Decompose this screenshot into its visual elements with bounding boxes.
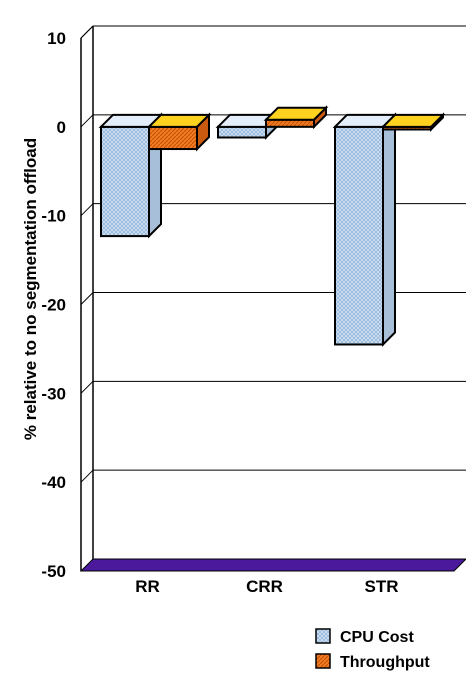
y-axis-label: % relative to no segmentation offload [21,138,40,440]
y-tick-label: 10 [47,29,66,48]
bar-throughput-front [265,118,315,128]
gridline-side [80,114,94,128]
bar-cpu-cost [332,112,398,347]
x-tick-label: CRR [246,577,283,596]
y-tick-label: -40 [41,473,66,492]
y-tick-label: -30 [41,384,66,403]
gridline-side [80,380,94,394]
bar-throughput-top [263,106,329,121]
bar-throughput-front [148,125,198,151]
x-tick-label: STR [365,577,399,596]
bar-throughput-top [146,113,212,128]
y-tick-label: -20 [41,296,66,315]
gridline-side [80,203,94,217]
floor [79,558,466,572]
legend-swatch-cpu [315,628,331,644]
bar-cpu-cost-front [100,125,150,238]
legend-label-cpu: CPU Cost [340,629,414,646]
bar-throughput [146,112,212,152]
bar-cpu-cost-front [217,125,267,139]
bar-cpu-cost-front [334,125,384,346]
bar-throughput-top [380,113,446,128]
y-tick-label: 0 [57,118,66,137]
bar-cpu-cost-side [382,112,396,347]
bar-throughput [263,105,329,130]
gridlines [80,25,466,483]
y-tick-label: -50 [41,562,66,581]
axes [79,25,466,572]
bars [98,105,446,347]
y-tick-label: -10 [41,207,66,226]
gridline-side [80,469,94,483]
legend: CPU Cost Throughput [315,628,430,671]
side-wall-top [80,25,94,39]
bar-throughput [380,112,446,132]
x-tick-label: RR [135,577,160,596]
legend-swatch-throughput [315,653,331,669]
legend-label-throughput: Throughput [340,654,430,671]
gridline-side [80,292,94,305]
labels: 10 0 -10 -20 -30 -40 -50 RR CRR STR [41,29,398,596]
